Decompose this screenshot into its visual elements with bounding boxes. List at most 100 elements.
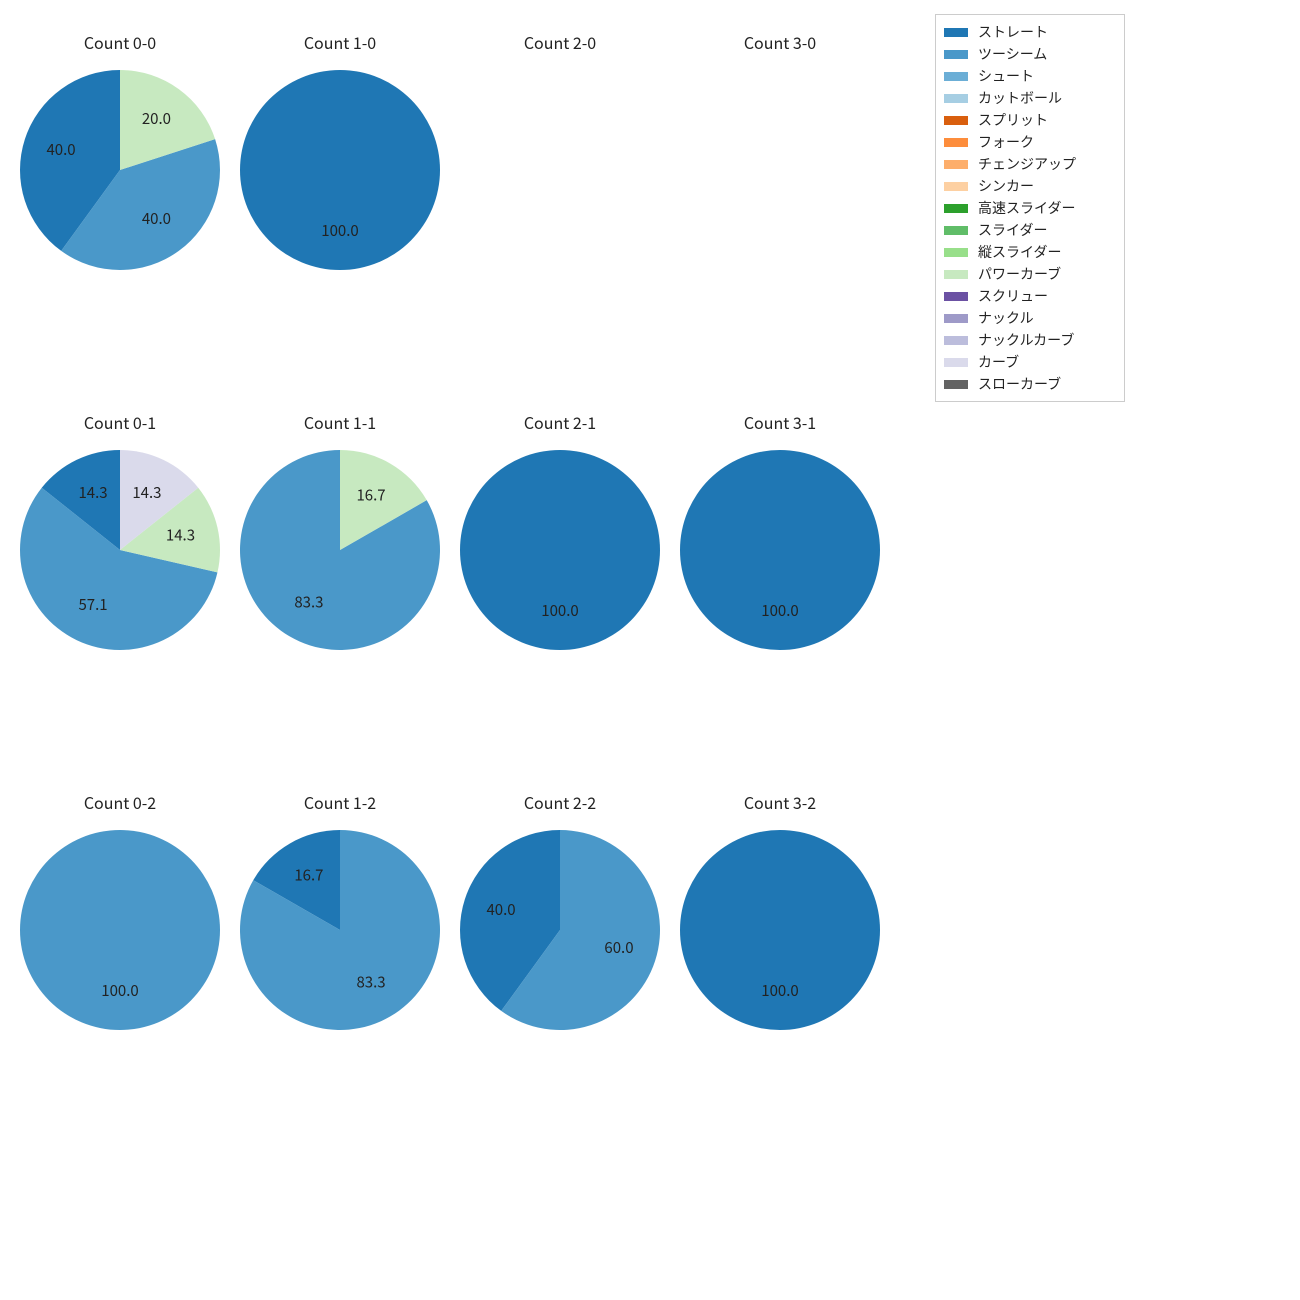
pie-chart: 100.0 (680, 450, 880, 650)
slice-label: 16.7 (294, 864, 323, 885)
slice-label: 83.3 (294, 592, 323, 613)
legend-label: シンカー (978, 176, 1034, 196)
chart-title: Count 0-2 (10, 790, 230, 814)
legend-swatch (944, 336, 968, 345)
legend-swatch (944, 270, 968, 279)
legend-swatch (944, 358, 968, 367)
chart-cell: Count 0-114.357.114.314.3 (10, 410, 230, 790)
legend-label: パワーカーブ (978, 264, 1061, 284)
legend-swatch (944, 226, 968, 235)
slice-label: 40.0 (142, 208, 171, 229)
pie-chart: 100.0 (240, 70, 440, 270)
legend-label: カーブ (978, 352, 1019, 372)
legend-swatch (944, 28, 968, 37)
legend-label: ナックルカーブ (978, 330, 1074, 350)
chart-title: Count 1-0 (230, 30, 450, 54)
pie-grid: Count 0-040.040.020.0Count 1-0100.0Count… (10, 30, 890, 1230)
chart-cell: Count 1-2 16.7 83.3 (230, 790, 450, 1170)
chart-cell: Count 1-1 83.3 16.7 (230, 410, 450, 790)
legend-swatch (944, 204, 968, 213)
pie-chart: 14.357.114.314.3 (20, 450, 220, 650)
legend-item: ストレート (944, 21, 1116, 43)
chart-cell: Count 3-1 100.0 (670, 410, 890, 790)
legend-item: 高速スライダー (944, 197, 1116, 219)
legend-swatch (944, 248, 968, 257)
legend-label: チェンジアップ (978, 154, 1076, 174)
legend-item: パワーカーブ (944, 263, 1116, 285)
slice-label: 100.0 (101, 980, 138, 1001)
slice-label: 16.7 (356, 484, 385, 505)
legend-label: 高速スライダー (978, 198, 1075, 218)
pie-chart: 100.0 (680, 830, 880, 1030)
legend-swatch (944, 72, 968, 81)
legend-item: フォーク (944, 131, 1116, 153)
slice-label: 14.3 (166, 524, 195, 545)
slice-label: 100.0 (761, 600, 798, 621)
legend-swatch (944, 138, 968, 147)
legend-label: ツーシーム (978, 44, 1047, 64)
slice-label: 40.0 (46, 139, 75, 160)
chart-cell: Count 3-2 100.0 (670, 790, 890, 1170)
slice-label: 83.3 (356, 972, 385, 993)
legend: ストレートツーシームシュートカットボールスプリットフォークチェンジアップシンカー… (935, 14, 1125, 402)
legend-item: スライダー (944, 219, 1116, 241)
legend-label: 縦スライダー (978, 242, 1061, 262)
chart-title: Count 3-1 (670, 410, 890, 434)
chart-cell: Count 3-0 (670, 30, 890, 410)
chart-title: Count 3-0 (670, 30, 890, 54)
slice-label: 100.0 (541, 600, 578, 621)
legend-label: スローカーブ (978, 374, 1061, 394)
legend-item: ナックルカーブ (944, 329, 1116, 351)
chart-title: Count 0-0 (10, 30, 230, 54)
slice-label: 40.0 (486, 899, 515, 920)
chart-title: Count 1-2 (230, 790, 450, 814)
legend-item: シンカー (944, 175, 1116, 197)
chart-cell: Count 1-0 100.0 (230, 30, 450, 410)
slice-label: 14.3 (78, 482, 107, 503)
legend-label: ストレート (978, 22, 1048, 42)
chart-title: Count 2-0 (450, 30, 670, 54)
chart-title: Count 0-1 (10, 410, 230, 434)
legend-label: ナックル (978, 308, 1034, 328)
legend-label: スクリュー (978, 286, 1048, 306)
chart-cell: Count 2-0 (450, 30, 670, 410)
pie-chart: 40.0 40.0 20.0 (20, 70, 220, 270)
pie-chart: 83.3 16.7 (240, 450, 440, 650)
legend-label: スライダー (978, 220, 1047, 240)
legend-item: シュート (944, 65, 1116, 87)
legend-item: ツーシーム (944, 43, 1116, 65)
legend-item: カーブ (944, 351, 1116, 373)
pie-chart: 100.0 (460, 450, 660, 650)
legend-item: カットボール (944, 87, 1116, 109)
slice-label: 14.3 (132, 482, 161, 503)
legend-swatch (944, 116, 968, 125)
legend-label: スプリット (978, 110, 1048, 130)
legend-swatch (944, 292, 968, 301)
legend-swatch (944, 94, 968, 103)
legend-swatch (944, 380, 968, 389)
pie-chart: 100.0 (20, 830, 220, 1030)
chart-title: Count 2-1 (450, 410, 670, 434)
slice-label: 100.0 (761, 980, 798, 1001)
legend-item: 縦スライダー (944, 241, 1116, 263)
slice-label: 57.1 (78, 594, 107, 615)
legend-item: スクリュー (944, 285, 1116, 307)
chart-title: Count 3-2 (670, 790, 890, 814)
pie-chart: 40.0 60.0 (460, 830, 660, 1030)
legend-item: チェンジアップ (944, 153, 1116, 175)
legend-label: フォーク (978, 132, 1034, 152)
slice-label: 60.0 (604, 937, 633, 958)
slice-label: 20.0 (142, 108, 171, 129)
legend-swatch (944, 50, 968, 59)
chart-title: Count 2-2 (450, 790, 670, 814)
chart-cell: Count 0-0 40.0 40.0 20.0 (10, 30, 230, 410)
chart-cell: Count 2-2 40.0 60.0 (450, 790, 670, 1170)
chart-cell: Count 0-2 100.0 (10, 790, 230, 1170)
chart-cell: Count 2-1 100.0 (450, 410, 670, 790)
legend-item: スプリット (944, 109, 1116, 131)
chart-title: Count 1-1 (230, 410, 450, 434)
legend-label: シュート (978, 66, 1034, 86)
legend-swatch (944, 182, 968, 191)
legend-item: スローカーブ (944, 373, 1116, 395)
pie-chart: 16.7 83.3 (240, 830, 440, 1030)
